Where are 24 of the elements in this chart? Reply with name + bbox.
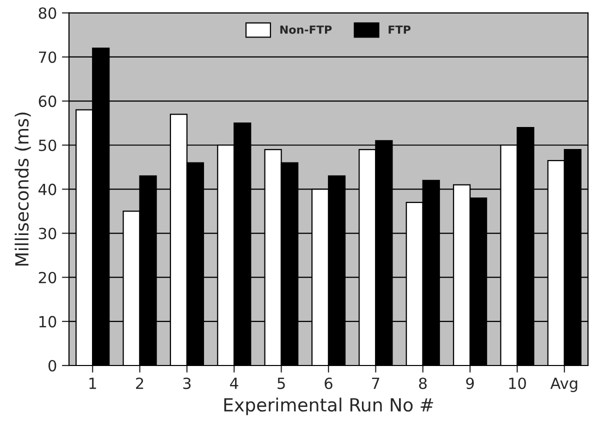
x-tick-label: 8 — [419, 378, 427, 390]
legend-label: FTP — [388, 26, 411, 34]
x-tick-label: 4 — [230, 378, 238, 389]
legend-label: Non-FTP — [280, 26, 332, 34]
y-tick-label: 80 — [38, 7, 56, 19]
y-tick-label: 50 — [38, 140, 56, 152]
y-tick-label: 10 — [39, 316, 56, 328]
y-tick-label: 20 — [38, 272, 56, 284]
y-tick-label: 40 — [38, 184, 56, 196]
y-axis-title: Milliseconds (ms) — [14, 112, 31, 266]
y-tick-label: 0 — [48, 360, 56, 372]
y-tick-label: 60 — [38, 96, 56, 108]
x-tick-label: 9 — [466, 378, 474, 390]
x-tick-label: 6 — [324, 378, 332, 390]
x-tick-label: 5 — [278, 378, 285, 390]
x-tick-label: 1 — [89, 378, 96, 389]
y-tick-label: 30 — [38, 228, 56, 240]
x-tick-label: 7 — [372, 378, 380, 389]
x-tick-label: 3 — [183, 378, 191, 390]
x-axis-title: Experimental Run No # — [224, 398, 434, 416]
x-tick-label: 10 — [509, 378, 526, 390]
x-tick-label: 2 — [136, 378, 144, 389]
y-tick-label: 70 — [39, 51, 56, 63]
x-tick-label: Avg — [550, 378, 578, 392]
